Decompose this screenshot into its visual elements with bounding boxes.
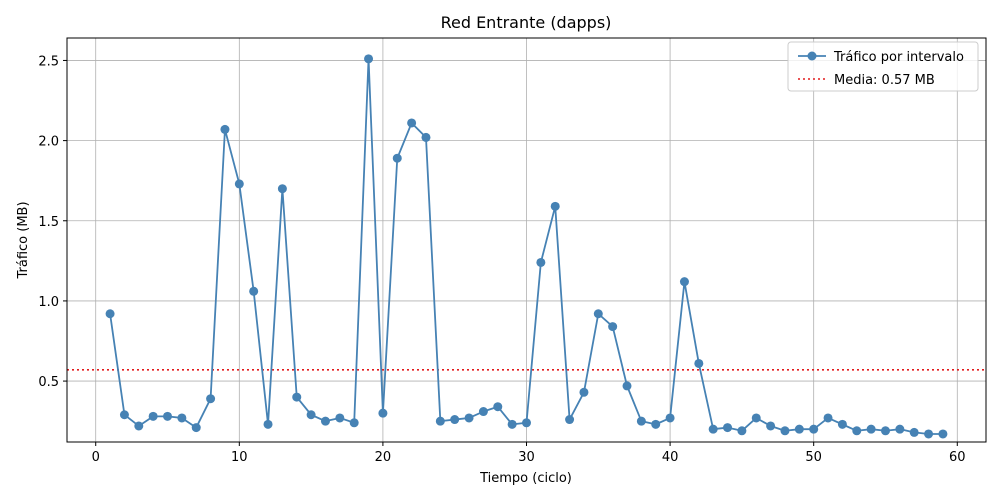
data-point: [435, 416, 445, 426]
data-point: [679, 277, 689, 287]
data-point: [105, 309, 115, 319]
data-point: [119, 410, 129, 420]
data-point: [450, 415, 460, 425]
y-tick-label: 2.5: [38, 54, 59, 69]
data-point: [364, 54, 374, 64]
data-point: [924, 429, 934, 439]
data-point: [249, 286, 259, 296]
data-point: [708, 424, 718, 434]
data-point: [780, 426, 790, 436]
y-tick-label: 1.0: [38, 295, 59, 310]
x-axis-label: Tiempo (ciclo): [479, 471, 572, 486]
legend-marker-sample: [807, 51, 817, 61]
legend: Tráfico por intervalo Media: 0.57 MB: [787, 41, 979, 92]
x-axis-ticks: 0 10 20 30 40 50 60: [92, 442, 966, 465]
data-point: [177, 413, 187, 423]
data-point: [522, 418, 531, 428]
x-tick-label: 50: [805, 450, 822, 465]
data-point: [751, 413, 761, 423]
data-point: [493, 402, 503, 412]
data-point: [320, 416, 330, 426]
data-point: [148, 411, 158, 421]
data-point: [565, 415, 575, 425]
y-axis-label: Tráfico (MB): [16, 201, 31, 279]
data-point: [837, 419, 847, 429]
data-point: [622, 381, 632, 391]
grid: [67, 38, 986, 442]
data-point: [349, 418, 359, 428]
y-tick-label: 0.5: [38, 375, 59, 390]
data-point: [636, 416, 646, 426]
data-point: [809, 424, 819, 434]
data-point: [579, 387, 589, 397]
x-tick-label: 10: [231, 450, 248, 465]
data-point: [852, 426, 862, 436]
data-point: [464, 413, 474, 423]
data-point: [909, 427, 919, 437]
data-point: [234, 179, 244, 189]
legend-series-label: Tráfico por intervalo: [833, 50, 964, 65]
data-point: [794, 424, 804, 434]
data-point: [737, 426, 747, 436]
data-point: [694, 358, 704, 368]
data-point: [823, 413, 833, 423]
series-group: [105, 54, 948, 439]
data-point: [550, 201, 560, 211]
data-point: [277, 184, 287, 194]
data-point: [608, 322, 618, 332]
x-tick-label: 0: [92, 450, 100, 465]
data-point: [895, 424, 905, 434]
y-axis-ticks: 0.5 1.0 1.5 2.0 2.5: [38, 54, 67, 390]
data-point: [723, 423, 733, 433]
data-point: [651, 419, 661, 429]
data-point: [134, 421, 144, 431]
data-point: [292, 392, 302, 402]
data-point: [478, 407, 488, 417]
data-point: [593, 309, 603, 319]
data-point: [536, 257, 546, 267]
data-point: [220, 124, 230, 134]
chart-title: Red Entrante (dapps): [441, 13, 612, 32]
data-point: [665, 413, 675, 423]
data-point: [407, 118, 417, 128]
data-point: [392, 153, 402, 163]
data-point: [263, 419, 273, 429]
x-tick-label: 40: [662, 450, 679, 465]
y-tick-label: 1.5: [38, 215, 59, 230]
x-tick-label: 60: [949, 450, 966, 465]
data-point: [163, 411, 173, 421]
data-point: [938, 429, 948, 439]
data-point: [766, 421, 776, 431]
legend-box: [787, 41, 979, 92]
x-tick-label: 30: [518, 450, 535, 465]
data-point: [206, 394, 216, 404]
data-point: [866, 424, 876, 434]
data-point: [335, 413, 345, 423]
data-point: [378, 408, 388, 418]
legend-mean-label: Media: 0.57 MB: [834, 73, 935, 88]
data-point: [421, 132, 431, 142]
data-point: [191, 423, 201, 433]
x-tick-label: 20: [375, 450, 392, 465]
y-tick-label: 2.0: [38, 135, 59, 150]
data-point: [306, 410, 316, 420]
data-point: [880, 426, 890, 436]
data-point: [507, 419, 517, 429]
